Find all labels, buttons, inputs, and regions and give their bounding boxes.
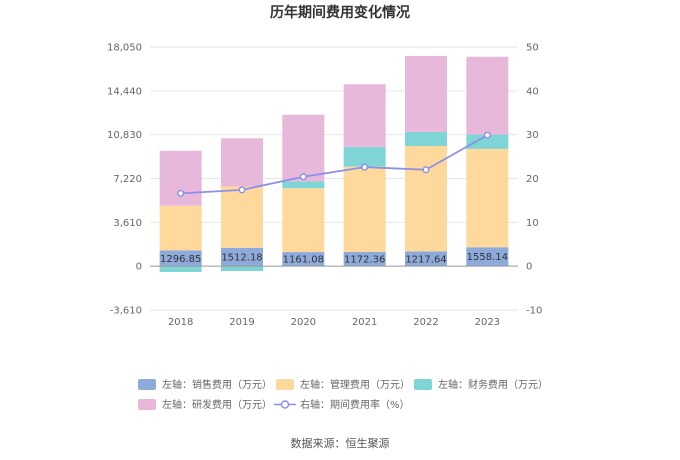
left-tick-label: 18,050 <box>107 43 142 54</box>
ratio-line <box>177 131 491 197</box>
bar-segment[interactable] <box>282 252 325 267</box>
legend-swatch <box>138 399 156 410</box>
legend-swatch <box>276 379 294 390</box>
chart-title: 历年期间费用变化情况 <box>270 4 410 21</box>
bar-segment[interactable] <box>282 181 325 189</box>
ratio-point[interactable] <box>299 173 307 181</box>
bar-segment[interactable] <box>221 266 263 272</box>
bar-segment[interactable] <box>343 146 386 167</box>
legend-swatch <box>138 379 156 390</box>
bar-segment[interactable] <box>159 266 202 272</box>
x-tick-label: 2023 <box>475 317 500 328</box>
legend-label: 左轴：管理费用（万元） <box>300 378 410 391</box>
ratio-point[interactable] <box>238 186 246 194</box>
legend-item[interactable]: 左轴：财务费用（万元） <box>414 378 548 391</box>
left-tick-label: 7,220 <box>113 174 142 185</box>
bar-segment[interactable] <box>405 55 447 132</box>
left-tick-label: 3,610 <box>113 218 142 229</box>
bar-data-label: 1172.36 <box>344 255 385 266</box>
data-source: 数据来源：恒生聚源 <box>291 436 390 450</box>
ratio-point[interactable] <box>483 131 491 139</box>
right-tick-label: 40 <box>526 86 539 97</box>
bar-segment[interactable] <box>466 247 509 267</box>
right-tick-label: 10 <box>526 218 539 229</box>
legend-item[interactable]: 左轴：管理费用（万元） <box>276 378 410 391</box>
legend-item[interactable]: 左轴：销售费用（万元） <box>138 378 272 391</box>
bar-segment[interactable] <box>221 247 263 267</box>
left-tick-label: 0 <box>136 262 142 273</box>
legend-label: 左轴：财务费用（万元） <box>438 378 548 391</box>
bar-segment[interactable] <box>343 251 386 267</box>
legend-item[interactable]: 左轴：研发费用（万元） <box>138 398 272 411</box>
bar-segment[interactable] <box>159 150 202 206</box>
bars <box>159 55 509 272</box>
right-tick-label: 30 <box>526 130 539 141</box>
bar-data-label: 1512.18 <box>221 252 262 263</box>
bar-segment[interactable] <box>343 166 386 252</box>
axes: -3,610 -10 0 0 3,610 10 7,220 20 10,830 30 14,440 4… <box>107 43 542 329</box>
right-tick-label: 20 <box>526 174 539 185</box>
x-tick-label: 2022 <box>413 317 438 328</box>
legend[interactable]: 左轴：销售费用（万元） 左轴：管理费用（万元） 左轴：财务费用（万元） 左轴：研发费用… <box>138 378 548 411</box>
data-labels: 1296.85 1512.18 1161.08 1172.36 1217.64 1558.… <box>160 252 508 265</box>
right-tick-label: 50 <box>526 43 539 54</box>
x-tick-label: 2020 <box>291 317 316 328</box>
bar-segment[interactable] <box>405 251 447 267</box>
left-tick-label: -3,610 <box>110 306 142 317</box>
left-tick-label: 14,440 <box>107 86 142 97</box>
x-tick-label: 2021 <box>352 317 377 328</box>
bar-segment[interactable] <box>282 188 325 253</box>
bar-segment[interactable] <box>405 131 447 146</box>
bar-segment[interactable] <box>282 114 325 182</box>
ratio-polyline <box>180 134 488 195</box>
bar-segment[interactable] <box>343 84 386 147</box>
bar-data-label: 1296.85 <box>160 254 201 265</box>
left-tick-label: 10,830 <box>107 130 142 141</box>
bar-segment[interactable] <box>221 186 263 248</box>
right-tick-label: 0 <box>526 262 532 273</box>
legend-label: 左轴：销售费用（万元） <box>162 378 272 391</box>
x-tick-label: 2019 <box>229 317 254 328</box>
bar-segment[interactable] <box>466 148 509 248</box>
x-tick-label: 2018 <box>168 317 193 328</box>
bar-data-label: 1161.08 <box>283 255 324 266</box>
bar-segment[interactable] <box>466 134 509 149</box>
ratio-point[interactable] <box>422 166 430 174</box>
right-tick-label: -10 <box>526 306 542 317</box>
ratio-point[interactable] <box>361 163 369 171</box>
bar-data-label: 1558.14 <box>467 252 508 263</box>
bar-segment[interactable] <box>159 205 202 251</box>
bar-data-label: 1217.64 <box>405 254 446 265</box>
bar-segment[interactable] <box>405 145 447 252</box>
legend-item[interactable]: 右轴：期间费用率（%） <box>274 398 410 411</box>
legend-label: 右轴：期间费用率（%） <box>300 398 410 411</box>
ratio-point[interactable] <box>177 189 185 197</box>
bar-segment[interactable] <box>159 250 202 267</box>
legend-label: 左轴：研发费用（万元） <box>162 398 272 411</box>
legend-point-swatch <box>280 400 290 409</box>
bar-segment[interactable] <box>466 56 509 135</box>
legend-swatch <box>414 379 432 390</box>
grid <box>150 46 518 311</box>
bar-segment[interactable] <box>221 138 263 187</box>
